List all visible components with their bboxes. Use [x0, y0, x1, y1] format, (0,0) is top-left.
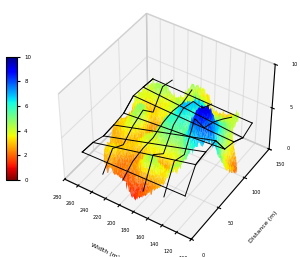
X-axis label: Width (m): Width (m)	[90, 243, 121, 257]
Y-axis label: Distance (m): Distance (m)	[248, 210, 278, 244]
